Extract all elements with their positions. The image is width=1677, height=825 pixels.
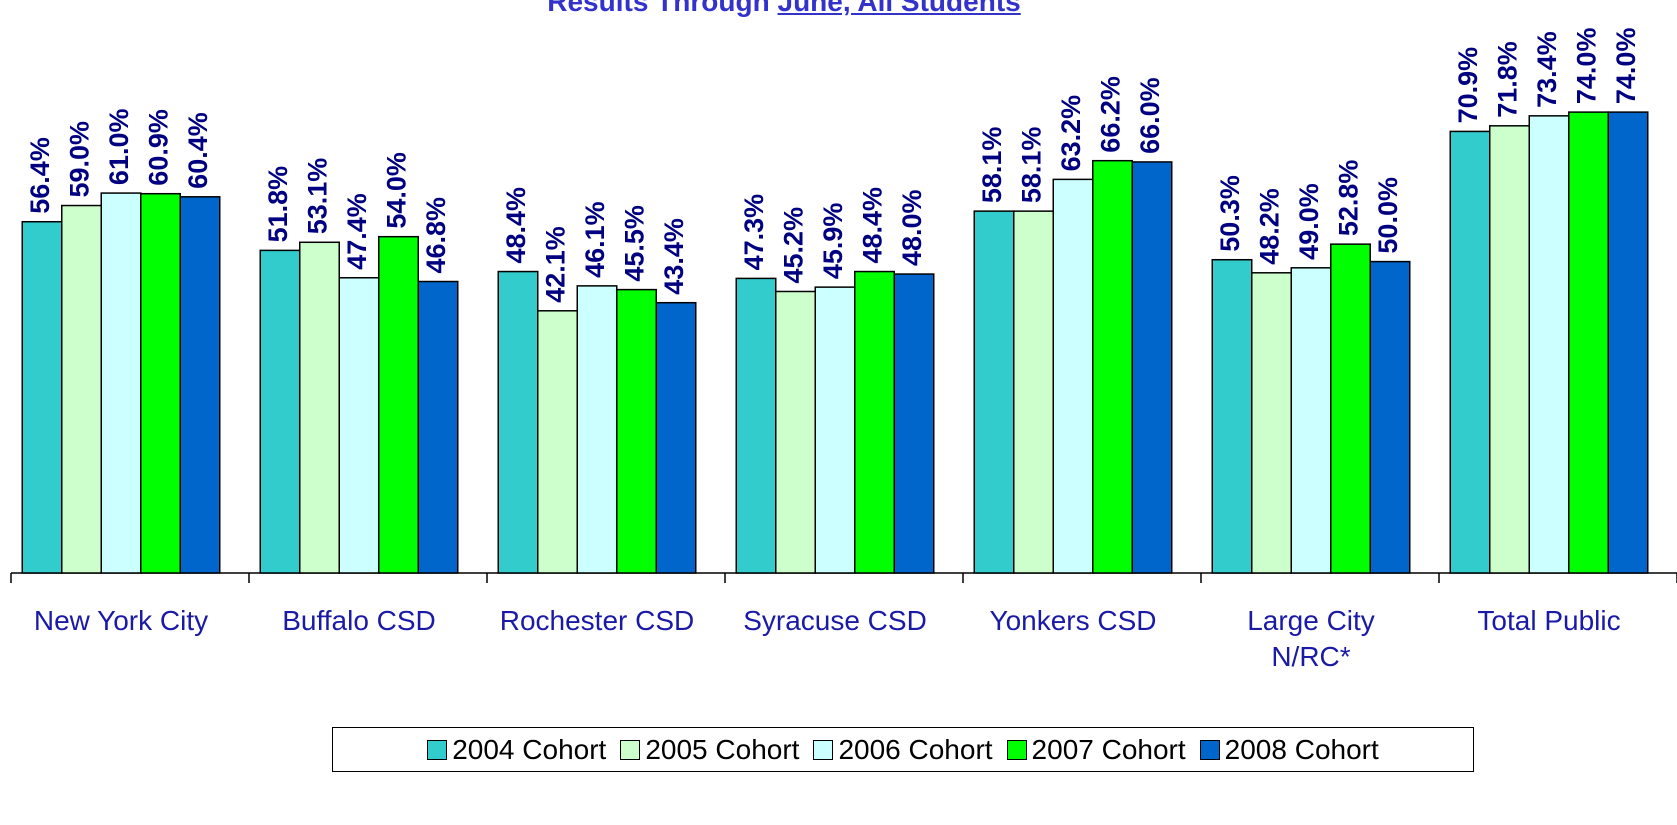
data-label: 58.1% bbox=[1017, 127, 1047, 204]
data-label: 48.0% bbox=[897, 189, 927, 266]
bar bbox=[973, 210, 1015, 574]
data-label: 56.4% bbox=[25, 137, 55, 214]
title-underlined: June, All Students bbox=[777, 0, 1021, 17]
data-label: 50.0% bbox=[1373, 177, 1403, 254]
bar bbox=[854, 270, 895, 574]
data-label: 48.2% bbox=[1255, 188, 1285, 265]
bar bbox=[576, 285, 618, 574]
data-label: 61.0% bbox=[104, 109, 134, 186]
bar bbox=[775, 290, 816, 574]
data-label: 52.8% bbox=[1334, 160, 1364, 237]
data-label: 47.4% bbox=[342, 193, 372, 270]
data-label: 46.8% bbox=[421, 197, 451, 274]
data-label: 47.3% bbox=[739, 194, 769, 271]
x-tick-label: Buffalo CSD bbox=[282, 605, 436, 636]
legend-item: 2006 Cohort bbox=[813, 733, 993, 766]
x-tick-label: Total Public bbox=[1477, 605, 1621, 636]
bar bbox=[1607, 111, 1649, 574]
data-label: 60.9% bbox=[144, 109, 174, 186]
bar bbox=[1330, 243, 1371, 574]
legend-label: 2005 Cohort bbox=[645, 733, 800, 765]
bar bbox=[1013, 210, 1054, 574]
data-label: 70.9% bbox=[1453, 47, 1483, 124]
title-text: Results Through bbox=[547, 0, 770, 17]
legend-item: 2007 Cohort bbox=[1006, 733, 1186, 766]
legend-label: 2006 Cohort bbox=[838, 733, 993, 765]
bar bbox=[1092, 159, 1133, 574]
bar bbox=[616, 288, 657, 574]
data-label: 50.3% bbox=[1215, 175, 1245, 252]
bar bbox=[1131, 161, 1173, 574]
legend-swatch bbox=[1199, 739, 1220, 760]
bar bbox=[497, 270, 539, 574]
data-label: 42.1% bbox=[541, 226, 571, 303]
bar bbox=[537, 310, 578, 574]
data-label: 45.2% bbox=[779, 207, 809, 284]
bar bbox=[1369, 260, 1411, 574]
bar bbox=[1290, 267, 1332, 574]
bar bbox=[1449, 130, 1491, 574]
data-label: 51.8% bbox=[263, 166, 293, 243]
data-label: 49.0% bbox=[1294, 183, 1324, 260]
bar bbox=[1251, 272, 1292, 574]
bar bbox=[1528, 115, 1570, 574]
legend-item: 2008 Cohort bbox=[1199, 733, 1379, 766]
data-label: 43.4% bbox=[659, 218, 689, 295]
bar bbox=[814, 286, 856, 574]
legend-label: 2007 Cohort bbox=[1031, 733, 1186, 765]
bar bbox=[61, 204, 102, 574]
data-label: 53.1% bbox=[303, 158, 333, 235]
data-label: 58.1% bbox=[977, 127, 1007, 204]
data-label: 71.8% bbox=[1493, 41, 1523, 118]
legend-label: 2008 Cohort bbox=[1224, 733, 1379, 765]
bar bbox=[1052, 178, 1094, 574]
data-label: 54.0% bbox=[382, 152, 412, 229]
bar bbox=[338, 277, 380, 574]
chart-title: Results Through June, All Students bbox=[0, 0, 1568, 18]
legend-swatch bbox=[427, 739, 448, 760]
x-tick-label: Yonkers CSD bbox=[989, 605, 1157, 636]
legend-item: 2005 Cohort bbox=[620, 734, 799, 766]
data-label: 48.4% bbox=[501, 187, 531, 264]
bar bbox=[893, 273, 935, 574]
data-label: 74.0% bbox=[1611, 28, 1641, 105]
bar bbox=[299, 241, 340, 574]
x-tick-label: Large City N/RC* bbox=[1247, 605, 1375, 673]
legend-label: 2004 Cohort bbox=[452, 733, 607, 765]
legend-swatch bbox=[813, 739, 834, 760]
data-label: 60.4% bbox=[183, 112, 213, 189]
legend: 2004 Cohort 2005 Cohort 2006 Cohort 2007 Co… bbox=[332, 727, 1474, 772]
data-label: 45.5% bbox=[620, 205, 650, 282]
bar bbox=[1211, 258, 1253, 574]
data-label: 74.0% bbox=[1572, 28, 1602, 105]
data-label: 66.2% bbox=[1096, 76, 1126, 153]
data-label: 66.0% bbox=[1135, 77, 1165, 154]
data-label: 45.9% bbox=[818, 203, 848, 280]
bar bbox=[259, 249, 301, 574]
legend-swatch bbox=[620, 739, 641, 760]
bar bbox=[179, 196, 221, 574]
bar bbox=[378, 235, 419, 574]
data-label: 46.1% bbox=[580, 201, 610, 278]
data-label: 59.0% bbox=[65, 121, 95, 198]
x-tick-label: Syracuse CSD bbox=[743, 605, 927, 636]
x-tick-label: Rochester CSD bbox=[499, 605, 695, 636]
legend-swatch bbox=[1006, 739, 1027, 760]
bar bbox=[100, 192, 142, 574]
bar bbox=[655, 301, 697, 574]
bar bbox=[735, 277, 777, 574]
data-label: 48.4% bbox=[858, 187, 888, 264]
bar bbox=[1568, 111, 1609, 574]
bar bbox=[417, 280, 459, 574]
x-tick-label: New York City bbox=[33, 605, 209, 636]
legend-item: 2004 Cohort bbox=[427, 734, 606, 766]
data-label: 63.2% bbox=[1056, 95, 1086, 172]
bar bbox=[140, 192, 181, 574]
bar bbox=[1489, 125, 1530, 574]
bar bbox=[21, 220, 63, 574]
data-label: 73.4% bbox=[1532, 31, 1562, 108]
